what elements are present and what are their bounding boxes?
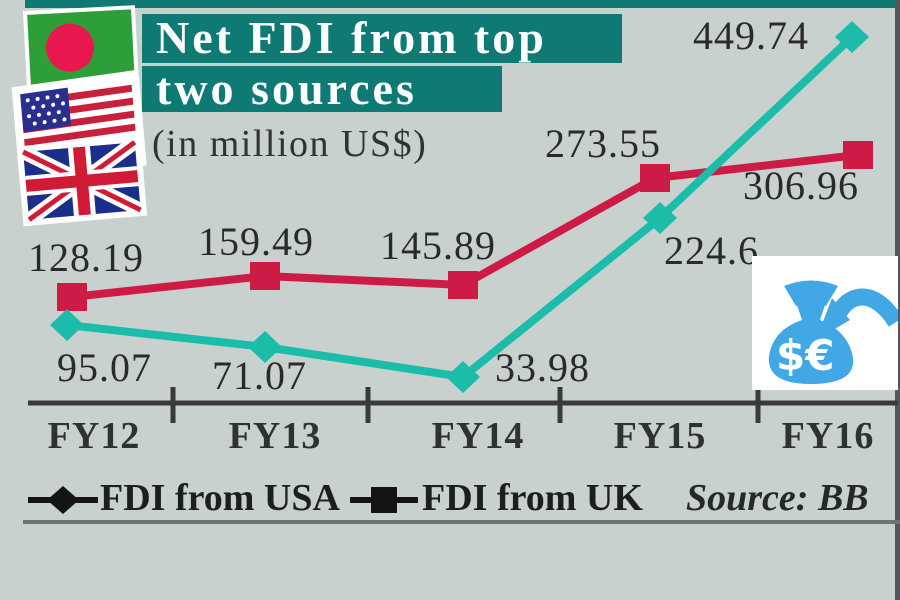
uk-flag-icon <box>16 135 148 227</box>
usa-value-fy15: 224.6 <box>664 228 759 273</box>
x-tick-label-fy12: FY12 <box>47 415 141 457</box>
usa-value-fy16: 449.74 <box>693 13 809 58</box>
legend-divider <box>23 520 900 524</box>
legend-label-uk: FDI from UK <box>422 477 643 519</box>
money-bag-icon: $€ <box>752 256 898 390</box>
title-text-1: Net FDI from top <box>156 12 547 63</box>
source-label: Source: BB <box>686 477 869 519</box>
units-label: (in million US$) <box>152 123 428 165</box>
legend-label-usa: FDI from USA <box>100 477 340 519</box>
usa-series-line <box>50 21 869 393</box>
bangladesh-flag-icon <box>22 5 139 89</box>
uk-value-fy14: 145.89 <box>380 223 496 268</box>
x-axis <box>28 387 898 423</box>
usa-value-fy12: 95.07 <box>57 345 152 390</box>
usa-value-fy13: 71.07 <box>212 353 307 398</box>
uk-value-fy15: 273.55 <box>545 121 661 166</box>
svg-text:$€: $€ <box>776 331 834 380</box>
uk-series-line <box>57 141 873 311</box>
usa-value-fy14: 33.98 <box>495 345 590 390</box>
page-title-line2: two sources <box>142 66 502 112</box>
uk-value-fy13: 159.49 <box>198 219 314 264</box>
x-tick-label-fy16: FY16 <box>781 415 875 457</box>
top-accent-strip <box>25 0 900 8</box>
uk-legend-square-icon <box>350 487 418 513</box>
uk-value-fy12: 128.19 <box>28 235 144 280</box>
page-title-line1: Net FDI from top <box>142 14 622 63</box>
title-text-2: two sources <box>156 63 417 114</box>
x-tick-label-fy15: FY15 <box>613 415 707 457</box>
uk-value-fy16: 306.96 <box>743 163 859 208</box>
x-tick-label-fy14: FY14 <box>431 415 525 457</box>
usa-legend-diamond-icon <box>28 486 98 514</box>
x-tick-label-fy13: FY13 <box>228 415 322 457</box>
